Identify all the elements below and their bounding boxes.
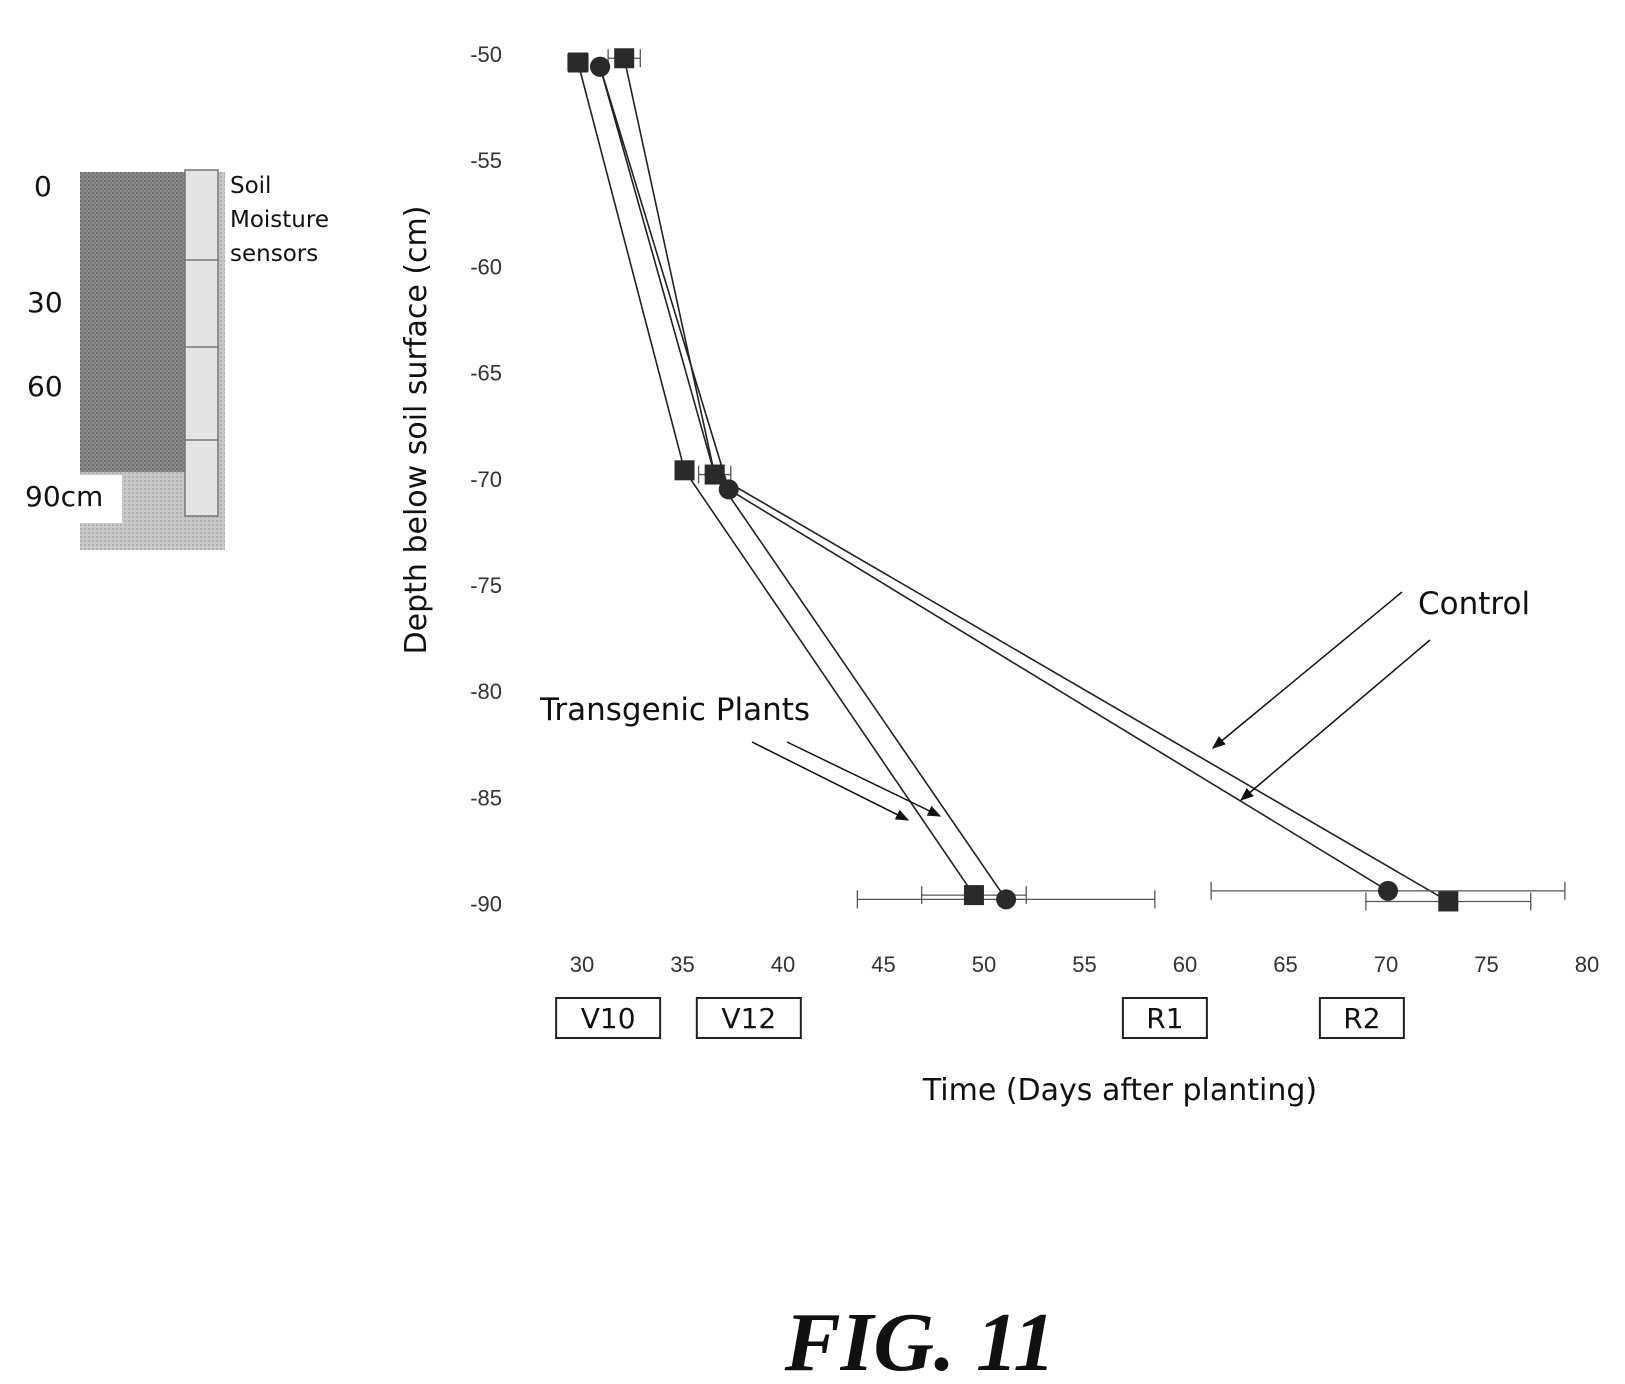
y-tick-label: -60 (470, 254, 502, 279)
data-point-square (963, 885, 984, 906)
data-point-circle (1378, 880, 1399, 901)
data-point-square (1438, 891, 1459, 912)
x-tick-label: 45 (871, 952, 895, 977)
y-tick-label: -55 (470, 148, 502, 173)
data-point-circle (996, 889, 1017, 910)
data-markers (567, 48, 1459, 912)
control-arrow (1211, 591, 1403, 749)
control-label: Control (1418, 586, 1530, 622)
x-tick-label: 55 (1072, 952, 1096, 977)
x-tick-label: 35 (670, 952, 694, 977)
soil-profile-inset: 0 30 60 90cm Soil Moisture sensors (22, 169, 329, 550)
sensor-strip (184, 169, 219, 517)
control-arrow (1239, 639, 1431, 801)
y-tick-label: -65 (470, 361, 502, 386)
x-tick-labels: 30 35 40 45 50 55 60 65 70 75 80 (570, 952, 1599, 977)
control-annotation: Control (1211, 586, 1530, 801)
inset-depth-label: 90cm (25, 480, 103, 513)
series-line-transgenic-circle (599, 66, 1007, 900)
stage-box (555, 997, 662, 1039)
transgenic-annotation: Transgenic Plants (539, 692, 942, 821)
stage-box (1121, 997, 1208, 1039)
x-tick-label: 50 (972, 952, 996, 977)
inset-depth-label: 0 (34, 170, 52, 203)
sensor-label-line: sensors (230, 241, 318, 267)
x-axis-title: Time (Days after planting) (922, 1073, 1317, 1108)
y-tick-label: -70 (470, 467, 502, 492)
y-tick-label: -75 (470, 573, 502, 598)
y-tick-label: -90 (470, 892, 502, 917)
x-tick-label: 60 (1173, 952, 1197, 977)
series-line-control-square (623, 58, 1449, 903)
x-tick-label: 65 (1273, 952, 1297, 977)
data-point-square (567, 52, 588, 73)
stage-label: V12 (721, 1002, 776, 1035)
x-tick-label: 40 (771, 952, 795, 977)
sensor-label-line: Soil (230, 173, 271, 199)
stage-box (695, 997, 802, 1039)
inset-depth-label: 60 (27, 370, 63, 403)
sensor-label-line: Moisture (230, 207, 329, 233)
data-point-circle (718, 479, 739, 500)
stage-label: R1 (1146, 1002, 1183, 1035)
x-tick-label: 75 (1474, 952, 1498, 977)
data-point-circle (590, 56, 611, 77)
y-tick-label: -80 (470, 679, 502, 704)
data-point-square (704, 464, 725, 485)
transgenic-arrow (786, 741, 942, 817)
x-tick-label: 30 (570, 952, 594, 977)
stage-label: V10 (581, 1002, 636, 1035)
stage-box (1318, 997, 1405, 1039)
y-tick-label: -50 (470, 42, 502, 67)
x-tick-label: 80 (1575, 952, 1599, 977)
stage-label: R2 (1343, 1002, 1380, 1035)
transgenic-label: Transgenic Plants (539, 692, 810, 728)
y-tick-label: -85 (470, 785, 502, 810)
growth-stage-boxes: V10 V12 R1 R2 (555, 997, 1405, 1039)
transgenic-arrow (751, 741, 910, 821)
inset-depth-label: 30 (27, 286, 63, 319)
y-tick-labels: -50 -55 -60 -65 -70 -75 -80 -85 -90 (470, 42, 502, 917)
depth-label-bg (22, 475, 122, 523)
x-tick-label: 70 (1374, 952, 1398, 977)
y-axis-title: Depth below soil surface (cm) (399, 206, 434, 655)
figure-label: FIG. 11 (784, 1296, 1056, 1384)
data-point-square (614, 48, 635, 69)
data-point-square (674, 460, 695, 481)
